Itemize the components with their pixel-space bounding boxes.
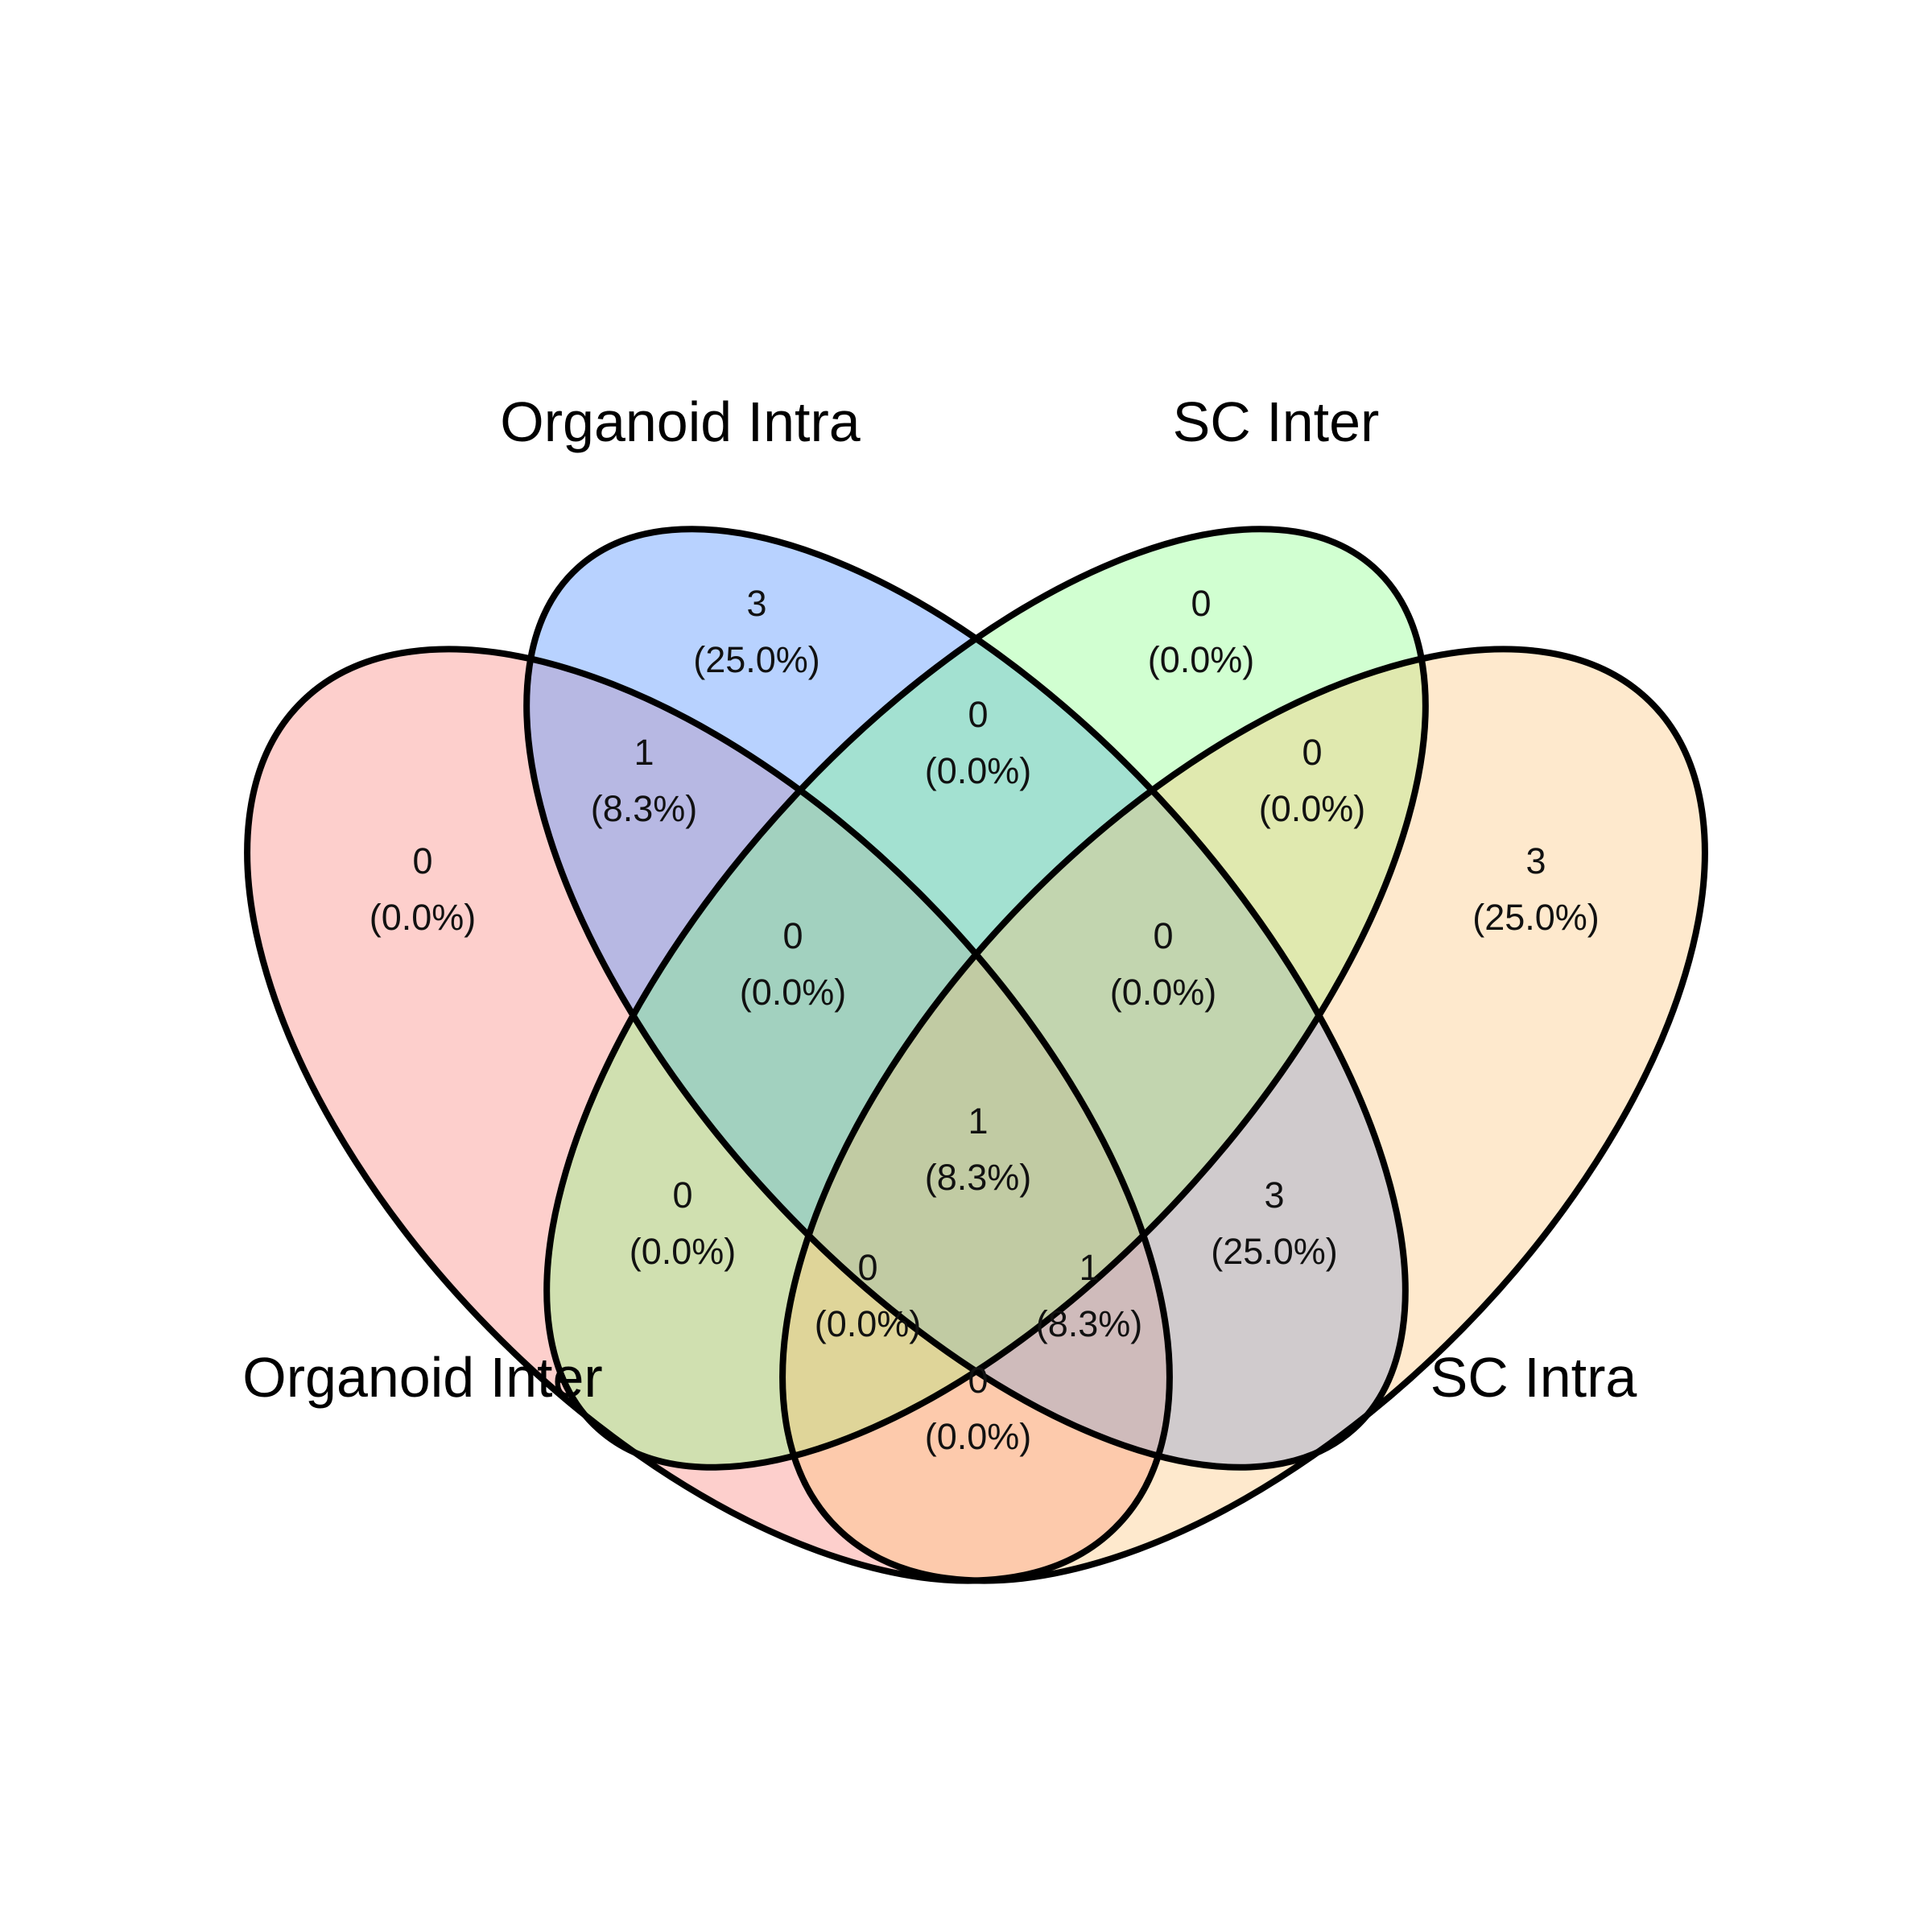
region-percent: (0.0%) <box>1259 788 1366 829</box>
region-count: 0 <box>412 840 432 881</box>
region-labels: 0 (0.0%) 3 (25.0%) 0 (0.0%) 3 (25.0%) 1 … <box>369 583 1600 1457</box>
region-percent: (8.3%) <box>925 1157 1032 1198</box>
ellipse-fill-sc-inter <box>547 529 1426 1468</box>
region-count: 3 <box>1264 1174 1284 1216</box>
set-labels: Organoid Inter Organoid Intra SC Inter S… <box>242 390 1637 1409</box>
ellipse-fill-organoid-intra <box>526 529 1406 1468</box>
region-count: 1 <box>1079 1247 1099 1288</box>
region-count: 3 <box>1525 840 1546 881</box>
region-percent: (25.0%) <box>1211 1231 1338 1272</box>
ellipse-outlines <box>244 526 1708 1584</box>
region-count: 0 <box>968 694 988 735</box>
region-count: 3 <box>746 583 766 624</box>
region-percent: (0.0%) <box>815 1303 922 1344</box>
region-percent: (8.3%) <box>591 788 698 829</box>
region-percent: (0.0%) <box>1148 639 1255 680</box>
region-count: 0 <box>857 1247 877 1288</box>
set-label-sc-inter: SC Inter <box>1173 390 1380 453</box>
ellipse-outline-organoid-inter <box>244 646 1173 1584</box>
set-label-organoid-intra: Organoid Intra <box>500 390 861 453</box>
region-count: 0 <box>672 1174 692 1216</box>
region-count: 0 <box>1153 915 1173 956</box>
region-count: 0 <box>968 1360 988 1401</box>
region-count: 1 <box>968 1100 988 1141</box>
region-count: 1 <box>634 732 654 773</box>
region-count: 0 <box>782 915 803 956</box>
region-percent: (0.0%) <box>369 897 477 938</box>
region-count: 0 <box>1302 732 1322 773</box>
region-percent: (0.0%) <box>630 1231 737 1272</box>
set-label-sc-intra: SC Intra <box>1430 1346 1637 1409</box>
region-count: 0 <box>1191 583 1211 624</box>
ellipse-outline-sc-intra <box>779 646 1708 1584</box>
set-label-organoid-inter: Organoid Inter <box>242 1346 602 1409</box>
region-percent: (0.0%) <box>925 1416 1032 1457</box>
region-percent: (0.0%) <box>740 972 847 1013</box>
region-percent: (25.0%) <box>693 639 820 680</box>
region-percent: (25.0%) <box>1472 897 1600 938</box>
ellipse-fills <box>247 529 1705 1581</box>
region-percent: (0.0%) <box>925 750 1032 791</box>
region-percent: (8.3%) <box>1036 1303 1143 1344</box>
region-percent: (0.0%) <box>1110 972 1217 1013</box>
